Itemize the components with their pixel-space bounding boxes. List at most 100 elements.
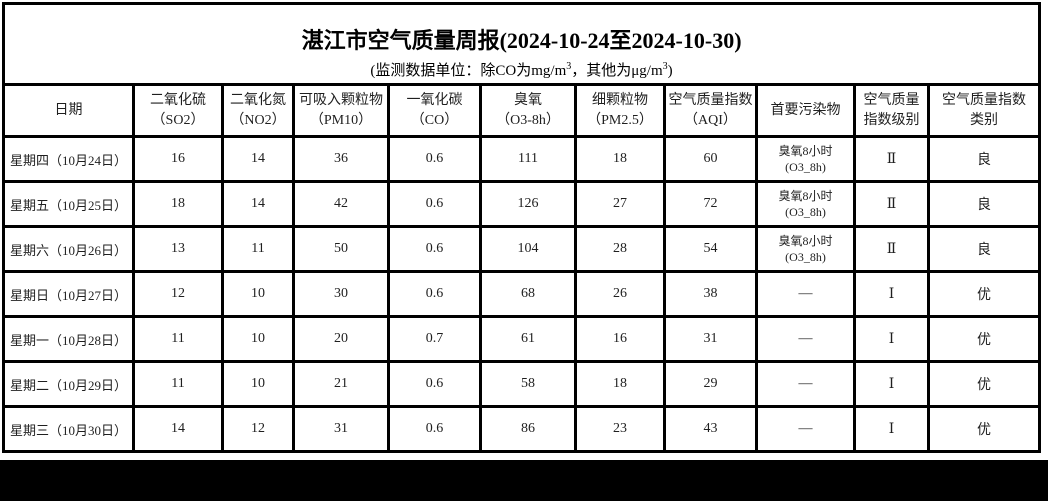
report-title: 湛江市空气质量周报(2024-10-24至2024-10-30) <box>301 28 742 54</box>
cell-date: 星期二（10月29日） <box>2 360 135 408</box>
cell-aqi-level: Ⅰ <box>853 360 930 408</box>
header-primary-pollutant: 首要污染物 <box>755 83 856 138</box>
subtitle-superscript-2: 3 <box>662 60 668 72</box>
header-aqi-category: 空气质量指数 类别 <box>926 83 1042 138</box>
cell-so2: 12 <box>132 270 224 318</box>
cell-pm10: 20 <box>292 315 390 363</box>
bottom-black-bar <box>0 460 1048 501</box>
subtitle-part3: ) <box>667 62 673 79</box>
title-block: 湛江市空气质量周报(2024-10-24至2024-10-30) (监测数据单位… <box>7 7 1036 82</box>
cell-pm2-5: 23 <box>574 405 666 453</box>
cell-aqi: 31 <box>663 315 758 363</box>
cell-o3-8h: 86 <box>479 405 577 453</box>
cell-so2: 14 <box>132 405 224 453</box>
report-subtitle: (监测数据单位：除CO为mg/m3，其他为μg/m3) <box>370 61 672 80</box>
cell-pm10: 50 <box>292 225 390 273</box>
cell-no2: 11 <box>221 225 295 273</box>
cell-date: 星期日（10月27日） <box>2 270 135 318</box>
cell-o3-8h: 111 <box>479 135 577 183</box>
cell-aqi-level: Ⅰ <box>853 315 930 363</box>
cell-primary-pollutant: 臭氧8小时 (O3_8h) <box>755 135 856 183</box>
cell-pm10: 21 <box>292 360 390 408</box>
cell-no2: 14 <box>221 135 295 183</box>
cell-date: 星期三（10月30日） <box>2 405 135 453</box>
cell-no2: 10 <box>221 270 295 318</box>
cell-co: 0.6 <box>387 135 482 183</box>
cell-so2: 18 <box>132 180 224 228</box>
cell-primary-pollutant: — <box>755 405 856 453</box>
cell-pm10: 36 <box>292 135 390 183</box>
cell-date: 星期四（10月24日） <box>2 135 135 183</box>
cell-aqi-level: Ⅱ <box>853 225 930 273</box>
cell-aqi-category: 优 <box>926 315 1042 363</box>
cell-date: 星期一（10月28日） <box>2 315 135 363</box>
cell-pm10: 31 <box>292 405 390 453</box>
cell-primary-pollutant: — <box>755 270 856 318</box>
header-date: 日期 <box>2 83 135 138</box>
cell-co: 0.6 <box>387 225 482 273</box>
cell-aqi: 72 <box>663 180 758 228</box>
cell-aqi: 54 <box>663 225 758 273</box>
subtitle-part1: (监测数据单位：除CO为mg/m <box>370 62 567 79</box>
table-row: 星期四（10月24日） 16 14 36 0.6 111 18 60 臭氧8小时 (O3_8h) Ⅱ… <box>2 135 1042 183</box>
table-row: 星期一（10月28日） 11 10 20 0.7 61 16 31— Ⅰ 优 <box>2 315 1042 363</box>
cell-primary-pollutant: — <box>755 315 856 363</box>
cell-so2: 16 <box>132 135 224 183</box>
cell-aqi: 43 <box>663 405 758 453</box>
cell-no2: 10 <box>221 315 295 363</box>
cell-primary-pollutant: 臭氧8小时 (O3_8h) <box>755 225 856 273</box>
cell-aqi-category: 良 <box>926 180 1042 228</box>
table-row: 星期二（10月29日） 11 10 21 0.6 58 18 29— Ⅰ 优 <box>2 360 1042 408</box>
header-co: 一氧化碳 （CO） <box>387 83 482 138</box>
subtitle-superscript-1: 3 <box>566 60 572 72</box>
cell-aqi-level: Ⅱ <box>853 135 930 183</box>
cell-o3-8h: 104 <box>479 225 577 273</box>
cell-pm2-5: 18 <box>574 135 666 183</box>
cell-so2: 11 <box>132 360 224 408</box>
cell-pm2-5: 16 <box>574 315 666 363</box>
table-row: 星期三（10月30日） 14 12 31 0.6 86 23 43— Ⅰ 优 <box>2 405 1042 453</box>
header-o3-8h: 臭氧 （O3-8h） <box>479 83 577 138</box>
cell-pm10: 30 <box>292 270 390 318</box>
cell-aqi-category: 优 <box>926 270 1042 318</box>
cell-aqi-level: Ⅰ <box>853 270 930 318</box>
cell-no2: 10 <box>221 360 295 408</box>
air-quality-weekly-table: 湛江市空气质量周报(2024-10-24至2024-10-30) (监测数据单位… <box>1 2 1042 453</box>
cell-date: 星期六（10月26日） <box>2 225 135 273</box>
cell-co: 0.6 <box>387 180 482 228</box>
cell-so2: 11 <box>132 315 224 363</box>
cell-aqi-category: 良 <box>926 225 1042 273</box>
cell-pm2-5: 27 <box>574 180 666 228</box>
cell-so2: 13 <box>132 225 224 273</box>
table-row: 星期日（10月27日） 12 10 30 0.6 68 26 38— Ⅰ 优 <box>2 270 1042 318</box>
cell-aqi-category: 优 <box>926 360 1042 408</box>
cell-co: 0.6 <box>387 405 482 453</box>
cell-pm2-5: 26 <box>574 270 666 318</box>
cell-co: 0.6 <box>387 360 482 408</box>
subtitle-part2: ，其他为μg/m <box>571 62 663 79</box>
cell-o3-8h: 58 <box>479 360 577 408</box>
cell-aqi-level: Ⅰ <box>853 405 930 453</box>
cell-aqi: 38 <box>663 270 758 318</box>
header-aqi-level: 空气质量 指数级别 <box>853 83 930 138</box>
header-no2: 二氧化氮 （NO2） <box>221 83 295 138</box>
cell-no2: 14 <box>221 180 295 228</box>
header-so2: 二氧化硫 （SO2） <box>132 83 224 138</box>
cell-co: 0.6 <box>387 270 482 318</box>
cell-aqi-category: 优 <box>926 405 1042 453</box>
cell-o3-8h: 61 <box>479 315 577 363</box>
cell-primary-pollutant: 臭氧8小时 (O3_8h) <box>755 180 856 228</box>
title-row: 湛江市空气质量周报(2024-10-24至2024-10-30) (监测数据单位… <box>1 2 1042 86</box>
cell-pm2-5: 18 <box>574 360 666 408</box>
cell-primary-pollutant: — <box>755 360 856 408</box>
title-cell: 湛江市空气质量周报(2024-10-24至2024-10-30) (监测数据单位… <box>1 2 1042 86</box>
header-aqi: 空气质量指数 （AQI） <box>663 83 758 138</box>
cell-date: 星期五（10月25日） <box>2 180 135 228</box>
cell-aqi: 60 <box>663 135 758 183</box>
cell-aqi-category: 良 <box>926 135 1042 183</box>
cell-co: 0.7 <box>387 315 482 363</box>
cell-aqi: 29 <box>663 360 758 408</box>
cell-pm10: 42 <box>292 180 390 228</box>
header-pm2-5: 细颗粒物 （PM2.5） <box>574 83 666 138</box>
cell-aqi-level: Ⅱ <box>853 180 930 228</box>
